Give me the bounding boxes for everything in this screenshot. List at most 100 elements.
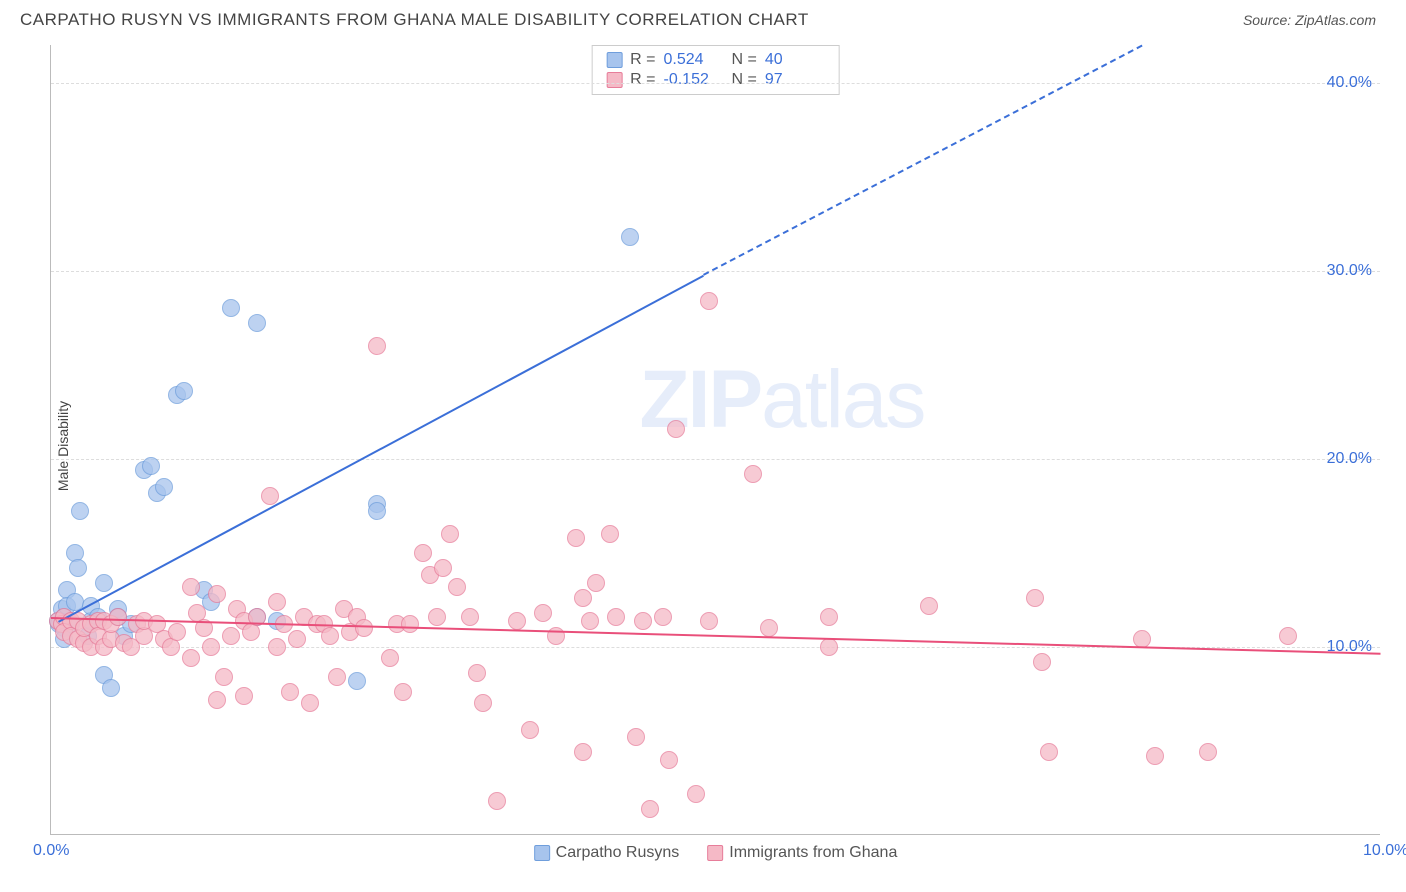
data-point <box>95 574 113 592</box>
data-point <box>448 578 466 596</box>
data-point <box>208 691 226 709</box>
data-point <box>328 668 346 686</box>
stat-label: R = <box>630 71 655 89</box>
data-point <box>1146 747 1164 765</box>
data-point <box>488 792 506 810</box>
data-point <box>248 314 266 332</box>
data-point <box>574 743 592 761</box>
data-point <box>1033 653 1051 671</box>
gridline <box>51 83 1380 84</box>
data-point <box>641 800 659 818</box>
gridline <box>51 271 1380 272</box>
legend: Carpatho Rusyns Immigrants from Ghana <box>534 844 898 862</box>
stat-row: R = 0.524 N = 40 <box>606 50 825 70</box>
data-point <box>700 292 718 310</box>
data-point <box>461 608 479 626</box>
data-point <box>414 544 432 562</box>
stat-label: R = <box>630 51 655 69</box>
x-tick-label: 10.0% <box>1363 842 1406 860</box>
stat-label: N = <box>732 51 757 69</box>
data-point <box>474 694 492 712</box>
stat-value: -0.152 <box>664 71 724 89</box>
legend-item: Immigrants from Ghana <box>707 844 897 862</box>
data-point <box>687 785 705 803</box>
chart-title: CARPATHO RUSYN VS IMMIGRANTS FROM GHANA … <box>20 10 809 30</box>
x-tick-label: 0.0% <box>33 842 69 860</box>
data-point <box>321 627 339 645</box>
data-point <box>202 638 220 656</box>
data-point <box>208 585 226 603</box>
data-point <box>175 382 193 400</box>
data-point <box>69 559 87 577</box>
data-point <box>281 683 299 701</box>
y-tick-label: 20.0% <box>1327 450 1372 468</box>
data-point <box>368 337 386 355</box>
data-point <box>168 623 186 641</box>
data-point <box>654 608 672 626</box>
swatch-icon <box>606 72 622 88</box>
swatch-icon <box>534 845 550 861</box>
data-point <box>288 630 306 648</box>
data-point <box>368 502 386 520</box>
data-point <box>348 672 366 690</box>
data-point <box>441 525 459 543</box>
data-point <box>700 612 718 630</box>
correlation-stats-box: R = 0.524 N = 40 R = -0.152 N = 97 <box>591 45 840 95</box>
stat-value: 40 <box>765 51 825 69</box>
data-point <box>744 465 762 483</box>
legend-item: Carpatho Rusyns <box>534 844 680 862</box>
data-point <box>574 589 592 607</box>
data-point <box>621 228 639 246</box>
data-point <box>634 612 652 630</box>
data-point <box>235 687 253 705</box>
data-point <box>1040 743 1058 761</box>
data-point <box>601 525 619 543</box>
stat-value: 0.524 <box>664 51 724 69</box>
data-point <box>155 478 173 496</box>
swatch-icon <box>707 845 723 861</box>
data-point <box>508 612 526 630</box>
data-point <box>182 649 200 667</box>
data-point <box>760 619 778 637</box>
data-point <box>71 502 89 520</box>
data-point <box>434 559 452 577</box>
data-point <box>268 638 286 656</box>
source-attribution: Source: ZipAtlas.com <box>1243 12 1376 28</box>
data-point <box>521 721 539 739</box>
data-point <box>820 638 838 656</box>
data-point <box>215 668 233 686</box>
data-point <box>381 649 399 667</box>
data-point <box>428 608 446 626</box>
legend-label: Immigrants from Ghana <box>729 844 897 862</box>
data-point <box>667 420 685 438</box>
gridline <box>51 459 1380 460</box>
data-point <box>268 593 286 611</box>
data-point <box>587 574 605 592</box>
data-point <box>355 619 373 637</box>
data-point <box>109 608 127 626</box>
data-point <box>547 627 565 645</box>
trend-line <box>58 274 704 622</box>
data-point <box>1279 627 1297 645</box>
data-point <box>607 608 625 626</box>
data-point <box>468 664 486 682</box>
data-point <box>142 457 160 475</box>
data-point <box>401 615 419 633</box>
y-tick-label: 40.0% <box>1327 74 1372 92</box>
data-point <box>820 608 838 626</box>
data-point <box>534 604 552 622</box>
data-point <box>1199 743 1217 761</box>
legend-label: Carpatho Rusyns <box>556 844 680 862</box>
data-point <box>567 529 585 547</box>
data-point <box>660 751 678 769</box>
y-tick-label: 30.0% <box>1327 262 1372 280</box>
data-point <box>222 627 240 645</box>
swatch-icon <box>606 52 622 68</box>
stat-row: R = -0.152 N = 97 <box>606 70 825 90</box>
data-point <box>581 612 599 630</box>
data-point <box>627 728 645 746</box>
data-point <box>182 578 200 596</box>
data-point <box>222 299 240 317</box>
data-point <box>920 597 938 615</box>
data-point <box>1026 589 1044 607</box>
